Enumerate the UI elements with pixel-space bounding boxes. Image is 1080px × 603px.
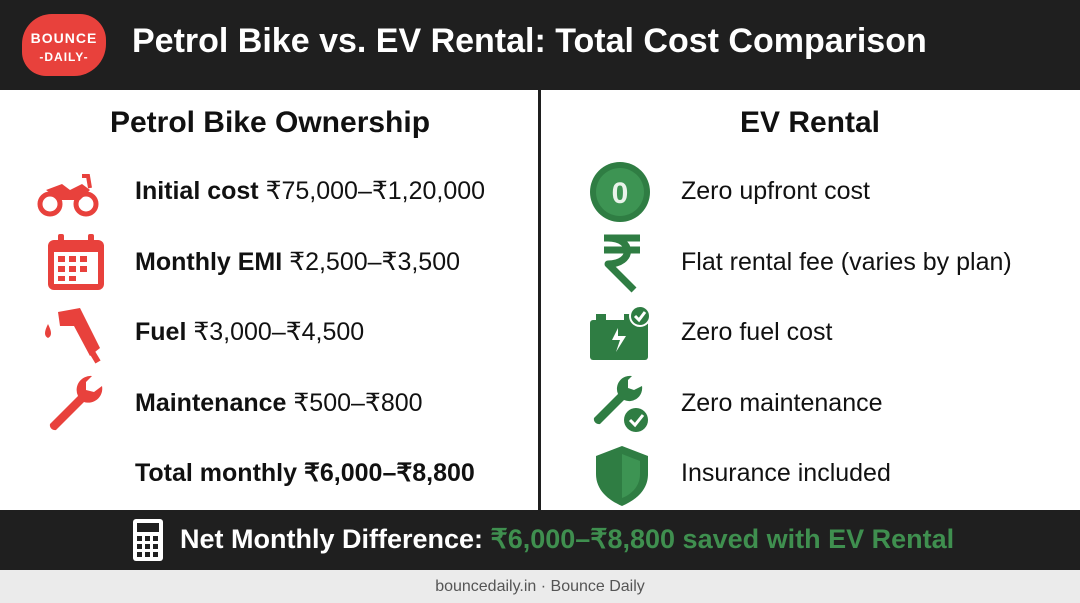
title: Petrol Bike vs. EV Rental: Total Cost Co… (132, 22, 927, 60)
logo-text: BOUNCE (30, 30, 98, 46)
logo: BOUNCE -DAILY- (22, 14, 106, 76)
badge-text: 0 (612, 177, 629, 210)
cost-label: Maintenance (135, 389, 287, 417)
header (0, 0, 1080, 90)
zero-badge-icon: 0 (590, 162, 650, 222)
cost-value: ₹75,000–₹1,20,000 (265, 177, 486, 205)
cost-value: ₹500–₹800 (293, 389, 423, 417)
cost-value: ₹3,000–₹4,500 (193, 318, 365, 346)
cost-label: Initial cost (135, 177, 259, 205)
benefit-row: Insurance included (681, 459, 891, 487)
footer: bouncedaily.in · Bounce Daily (0, 570, 1080, 603)
battery-icon (590, 305, 651, 360)
summary-label: Net Monthly Difference: (180, 524, 484, 554)
benefit-row: Flat rental fee (varies by plan) (681, 248, 1012, 276)
cost-label: Total monthly (135, 459, 298, 487)
divider (538, 90, 541, 510)
motorbike-icon (37, 174, 99, 217)
benefit-row: Zero fuel cost (681, 318, 833, 346)
total-row: Total monthly ₹6,000–₹8,800 (135, 458, 475, 488)
shield-icon (596, 446, 648, 506)
summary-text: Net Monthly Difference: ₹6,000–₹8,800 sa… (180, 524, 954, 555)
logo-text: -DAILY- (39, 50, 89, 64)
rupee-icon (604, 234, 640, 293)
cost-value: ₹2,500–₹3,500 (289, 248, 461, 276)
cost-row: Fuel ₹3,000–₹4,500 (135, 317, 364, 347)
cost-row: Maintenance ₹500–₹800 (135, 388, 423, 418)
summary-bar (0, 510, 1080, 570)
cost-label: Monthly EMI (135, 248, 283, 276)
cost-value: ₹6,000–₹8,800 (303, 459, 475, 487)
column-title: Petrol Bike Ownership (109, 106, 431, 139)
cost-label: Fuel (135, 318, 187, 346)
column-title: EV Rental (739, 106, 881, 139)
wrench-icon (49, 375, 103, 431)
benefit-row: Zero maintenance (681, 389, 883, 417)
cost-row: Initial cost ₹75,000–₹1,20,000 (135, 176, 485, 206)
wrench-check-icon (593, 375, 648, 432)
benefit-row: Zero upfront cost (681, 177, 870, 205)
fuel-icon (45, 308, 101, 364)
calculator-icon (133, 519, 163, 561)
summary-highlight: ₹6,000–₹8,800 saved with EV Rental (490, 524, 955, 554)
calendar-icon (48, 234, 104, 290)
cost-row: Monthly EMI ₹2,500–₹3,500 (135, 247, 460, 277)
